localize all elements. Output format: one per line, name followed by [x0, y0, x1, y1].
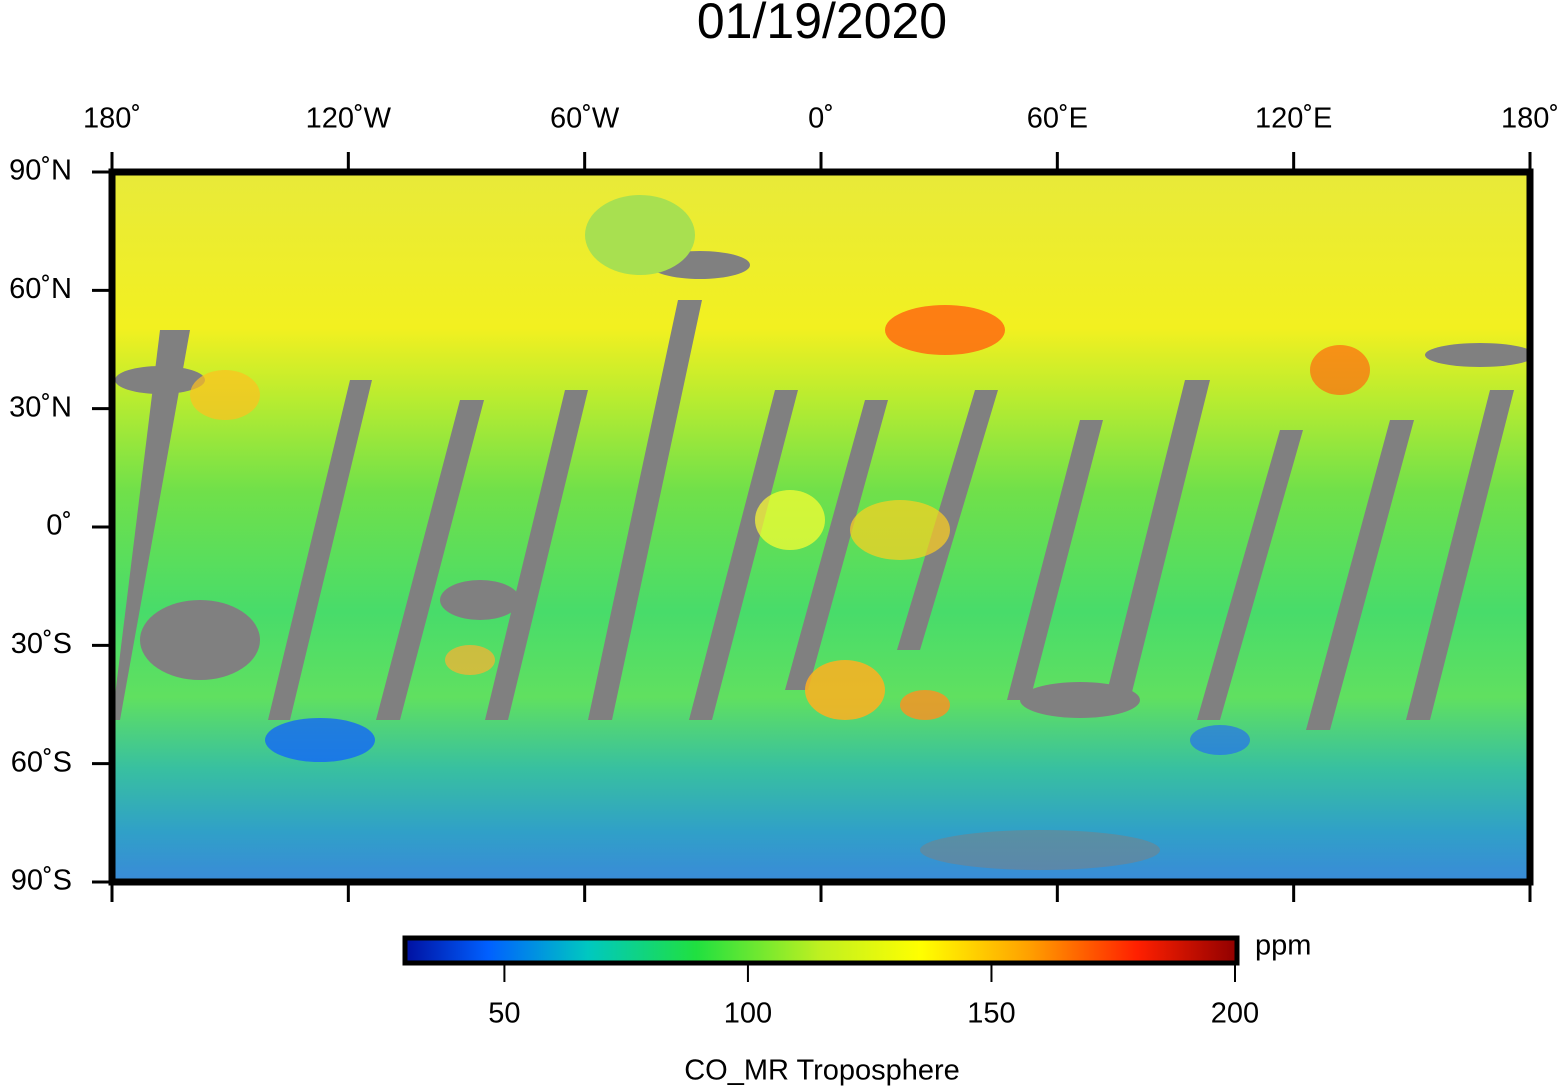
lat-tick-label: 60˚N [9, 273, 72, 305]
colorbar-label: CO_MR Troposphere [684, 1055, 960, 1087]
lon-tick-label: 60˚W [550, 103, 620, 135]
lat-tick-label: 30˚N [9, 391, 72, 423]
colorbar-tick-label: 200 [1211, 998, 1259, 1030]
lon-tick-label: 120˚W [306, 103, 392, 135]
lon-tick-label: 180˚ [1501, 103, 1559, 135]
lon-tick-label: 120˚E [1255, 103, 1332, 135]
lon-tick-label: 0˚ [808, 103, 834, 135]
lat-tick-label: 30˚S [11, 628, 72, 660]
lat-tick-label: 90˚N [9, 155, 72, 187]
lon-tick-label: 180˚ [83, 103, 141, 135]
axes: 180˚ 120˚W 60˚W 0˚ 60˚E 120˚E 180˚ 90˚N 60˚N 30˚N… [9, 103, 1559, 1030]
colorbar-tick-label: 150 [967, 998, 1015, 1030]
colorbar-tick-label: 50 [488, 998, 520, 1030]
lat-tick-label: 60˚S [11, 746, 72, 778]
co-field [112, 172, 1530, 882]
title: 01/19/2020 [697, 0, 947, 49]
lat-tick-label: 0˚ [46, 510, 72, 542]
high-co-regions [190, 195, 1370, 762]
lon-tick-label: 60˚E [1027, 103, 1088, 135]
colorbar-tick-label: 100 [724, 998, 772, 1030]
colorbar [402, 935, 1240, 966]
lat-tick-label: 90˚S [11, 865, 72, 897]
colorbar-unit: ppm [1255, 930, 1311, 962]
